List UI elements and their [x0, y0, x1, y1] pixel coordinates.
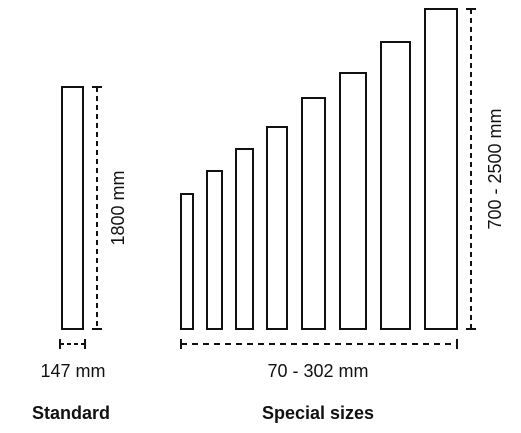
special-panels-group: 700 - 2500 mm 70 - 302 mm Special sizes [180, 8, 505, 423]
standard-panel [61, 86, 84, 330]
special-panel [180, 193, 194, 330]
special-panel [424, 8, 458, 330]
standard-panel-group: 1800 mm 147 mm Standard [32, 86, 128, 423]
special-panel [380, 41, 411, 330]
special-panel [235, 148, 254, 330]
standard-height-label: 1800 mm [108, 170, 128, 245]
standard-width-label: 147 mm [40, 361, 105, 381]
special-panel [339, 72, 367, 330]
special-height-label: 700 - 2500 mm [485, 108, 505, 229]
special-panel [266, 126, 288, 330]
special-panel [206, 170, 223, 330]
special-width-label: 70 - 302 mm [267, 361, 368, 381]
special-caption: Special sizes [262, 403, 374, 423]
standard-caption: Standard [32, 403, 110, 423]
special-panel [301, 97, 326, 330]
